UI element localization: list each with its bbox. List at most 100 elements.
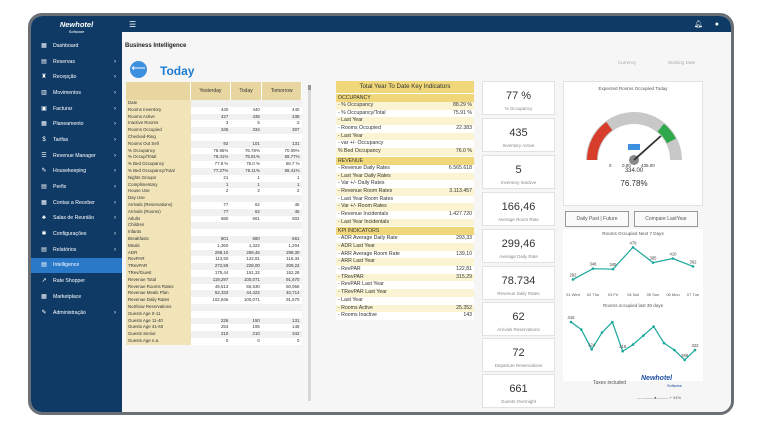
sidebar-item[interactable]: ✎ Administração ›: [31, 305, 122, 321]
rate-shopper-icon: ↗: [41, 278, 47, 285]
working-date-filter[interactable]: Working Date: [668, 60, 696, 65]
table-row: Guests Senior 210 210 342: [126, 331, 302, 338]
table-row: House Use 2 2 2: [126, 188, 302, 196]
sidebar-item[interactable]: ♣ Salas de Reunião ›: [31, 211, 122, 227]
sidebar-item[interactable]: ↗ Rate Shopper: [31, 273, 122, 289]
column-header: Tomorrow: [261, 82, 302, 100]
data-label: 345: [610, 262, 618, 267]
table-scrollbar[interactable]: [308, 85, 311, 401]
sidebar-item[interactable]: ☰ Revenue Manager ›: [31, 148, 122, 164]
cell-value: 602: [261, 215, 302, 223]
cell-value: 62: [230, 201, 262, 209]
sidebar-item[interactable]: ▤ Perfis ›: [31, 179, 122, 195]
row-label: Arrivals (Reservations): [126, 201, 191, 209]
back-button[interactable]: ⟵: [130, 61, 147, 78]
cell-value: 2: [190, 188, 231, 196]
row-label: TRev/Guest: [126, 269, 191, 277]
compare-last-year-button[interactable]: Compare LastYear: [634, 211, 698, 227]
kpi-value: 22.383: [456, 125, 472, 132]
cell-value: 49,513: [190, 283, 231, 291]
table-row: Children: [126, 222, 302, 230]
chevron-right-icon: ›: [114, 74, 116, 81]
row-label: Rooms Active: [126, 113, 191, 121]
sidebar-item[interactable]: ▦ Contas a Receber ›: [31, 195, 122, 211]
kpi-row: % Bed Occupancy 76.0 %: [336, 148, 474, 156]
cell-value: 680: [190, 215, 231, 223]
chevron-right-icon: ›: [114, 136, 116, 143]
sidebar-item-label: Marketplace: [53, 293, 82, 300]
kpi-card: 78.734 Revenue Daily Rates: [482, 266, 555, 300]
app-logo[interactable]: Newhotel Software: [31, 16, 122, 38]
sidebar-item[interactable]: ▦ Planeamento ›: [31, 116, 122, 132]
tick-label: 01 Wed: [566, 292, 580, 297]
kpi-card: 661 Guests Overnight: [482, 374, 555, 408]
cell-value: 69.77%: [261, 154, 302, 162]
card-value: 77 %: [505, 90, 532, 102]
sidebar-item[interactable]: ▤ Intelligence: [31, 257, 122, 274]
menu-icon[interactable]: ☰: [129, 19, 137, 29]
data-point: [580, 328, 583, 331]
data-point: [651, 261, 655, 264]
data-point: [642, 334, 645, 337]
sidebar-item[interactable]: ✱ Configurações ›: [31, 226, 122, 242]
gauge-percent: 76.78%: [620, 179, 648, 188]
sidebar-item[interactable]: ♜ Recepção ›: [31, 69, 122, 85]
kpi-row: - ARR Average Room Rate 139,10: [336, 251, 474, 259]
page-title: Business Intelligence: [125, 43, 187, 49]
housekeeping-icon: ✎: [41, 168, 47, 175]
sidebar-item-label: Tarifas: [53, 136, 69, 143]
data-label: 324: [588, 342, 596, 347]
cell-value: 77.8 %: [190, 161, 231, 168]
user-icon[interactable]: ●: [714, 20, 719, 28]
gauge-min: 0: [609, 163, 612, 168]
sidebar-item[interactable]: ✎ Housekeeping ›: [31, 164, 122, 180]
row-label: Day Use: [126, 195, 191, 202]
cell-value: 195: [230, 324, 262, 332]
cell-value: 50,956: [261, 283, 302, 291]
cell-value: 0: [230, 337, 262, 345]
kpi-row: - Revenue Room Rates 3.113.457: [336, 187, 474, 196]
sidebar-item-label: Movimentos: [53, 89, 81, 96]
gauge-title: Expected Rooms Occupied Today: [598, 86, 668, 91]
sidebar-item[interactable]: ▦ Marketplace: [31, 289, 122, 305]
notification-bell-icon[interactable]: 🔔︎: [693, 21, 703, 28]
row-label: % Bed Occupancy: [126, 161, 191, 168]
currency-filter[interactable]: Currency: [618, 60, 637, 65]
kpi-row: - Rooms Active 25.352: [336, 304, 474, 313]
cell-value: 62: [230, 208, 262, 216]
kpi-label: - Revenue Daily Rates: [338, 164, 390, 171]
data-label: 289: [681, 353, 689, 358]
cell-value: 299,46: [230, 249, 262, 257]
kpi-value: 139,10: [456, 250, 472, 257]
table-row: Infants: [126, 229, 302, 236]
sidebar-item[interactable]: ▤ Reservas ›: [31, 54, 122, 70]
card-value: 166,46: [501, 201, 536, 213]
tick-label: 05 Sun: [647, 292, 660, 297]
kpi-row: - Last Year Daily Rates: [336, 172, 474, 181]
sidebar-item[interactable]: $ Tarifas ›: [31, 132, 122, 148]
gauge-max: 435.00: [641, 163, 655, 168]
kpi-card: 299,46 Average Daily Rate: [482, 229, 555, 263]
kpi-value: 3.113.457: [449, 187, 472, 194]
kpi-label: - ARR Average Room Rate: [338, 250, 400, 257]
sidebar-item[interactable]: ▦ Dashboard: [31, 38, 122, 54]
sidebar-item[interactable]: ▣ Facturar ›: [31, 101, 122, 117]
kpi-value: 88.29 %: [452, 102, 472, 108]
sidebar-item-label: Administração: [53, 309, 86, 316]
kpi-label: - Var +/- Room Rates: [338, 203, 387, 210]
zoom-control[interactable]: — ———●——— + 91%: [637, 395, 682, 400]
daily-past-future-button[interactable]: Daily Past | Future: [565, 211, 629, 227]
row-label: Breakfasts: [126, 235, 191, 243]
sidebar-item[interactable]: ▤ Relatórios ›: [31, 242, 122, 258]
row-label: Arrivals (Rooms): [126, 208, 191, 216]
cell-value: 440: [230, 106, 262, 114]
kpi-section-header: REVENUE: [336, 156, 474, 165]
sidebar-item[interactable]: ▥ Movimentos ›: [31, 85, 122, 101]
kpi-row: - % Occupancy 88.29 %: [336, 102, 474, 110]
cell-value: [190, 133, 231, 141]
card-value: 299,46: [501, 238, 536, 250]
cell-value: 440: [190, 106, 231, 114]
data-label: 318: [619, 344, 627, 349]
cell-value: 77: [190, 201, 231, 209]
cell-value: 228,00: [230, 263, 262, 270]
